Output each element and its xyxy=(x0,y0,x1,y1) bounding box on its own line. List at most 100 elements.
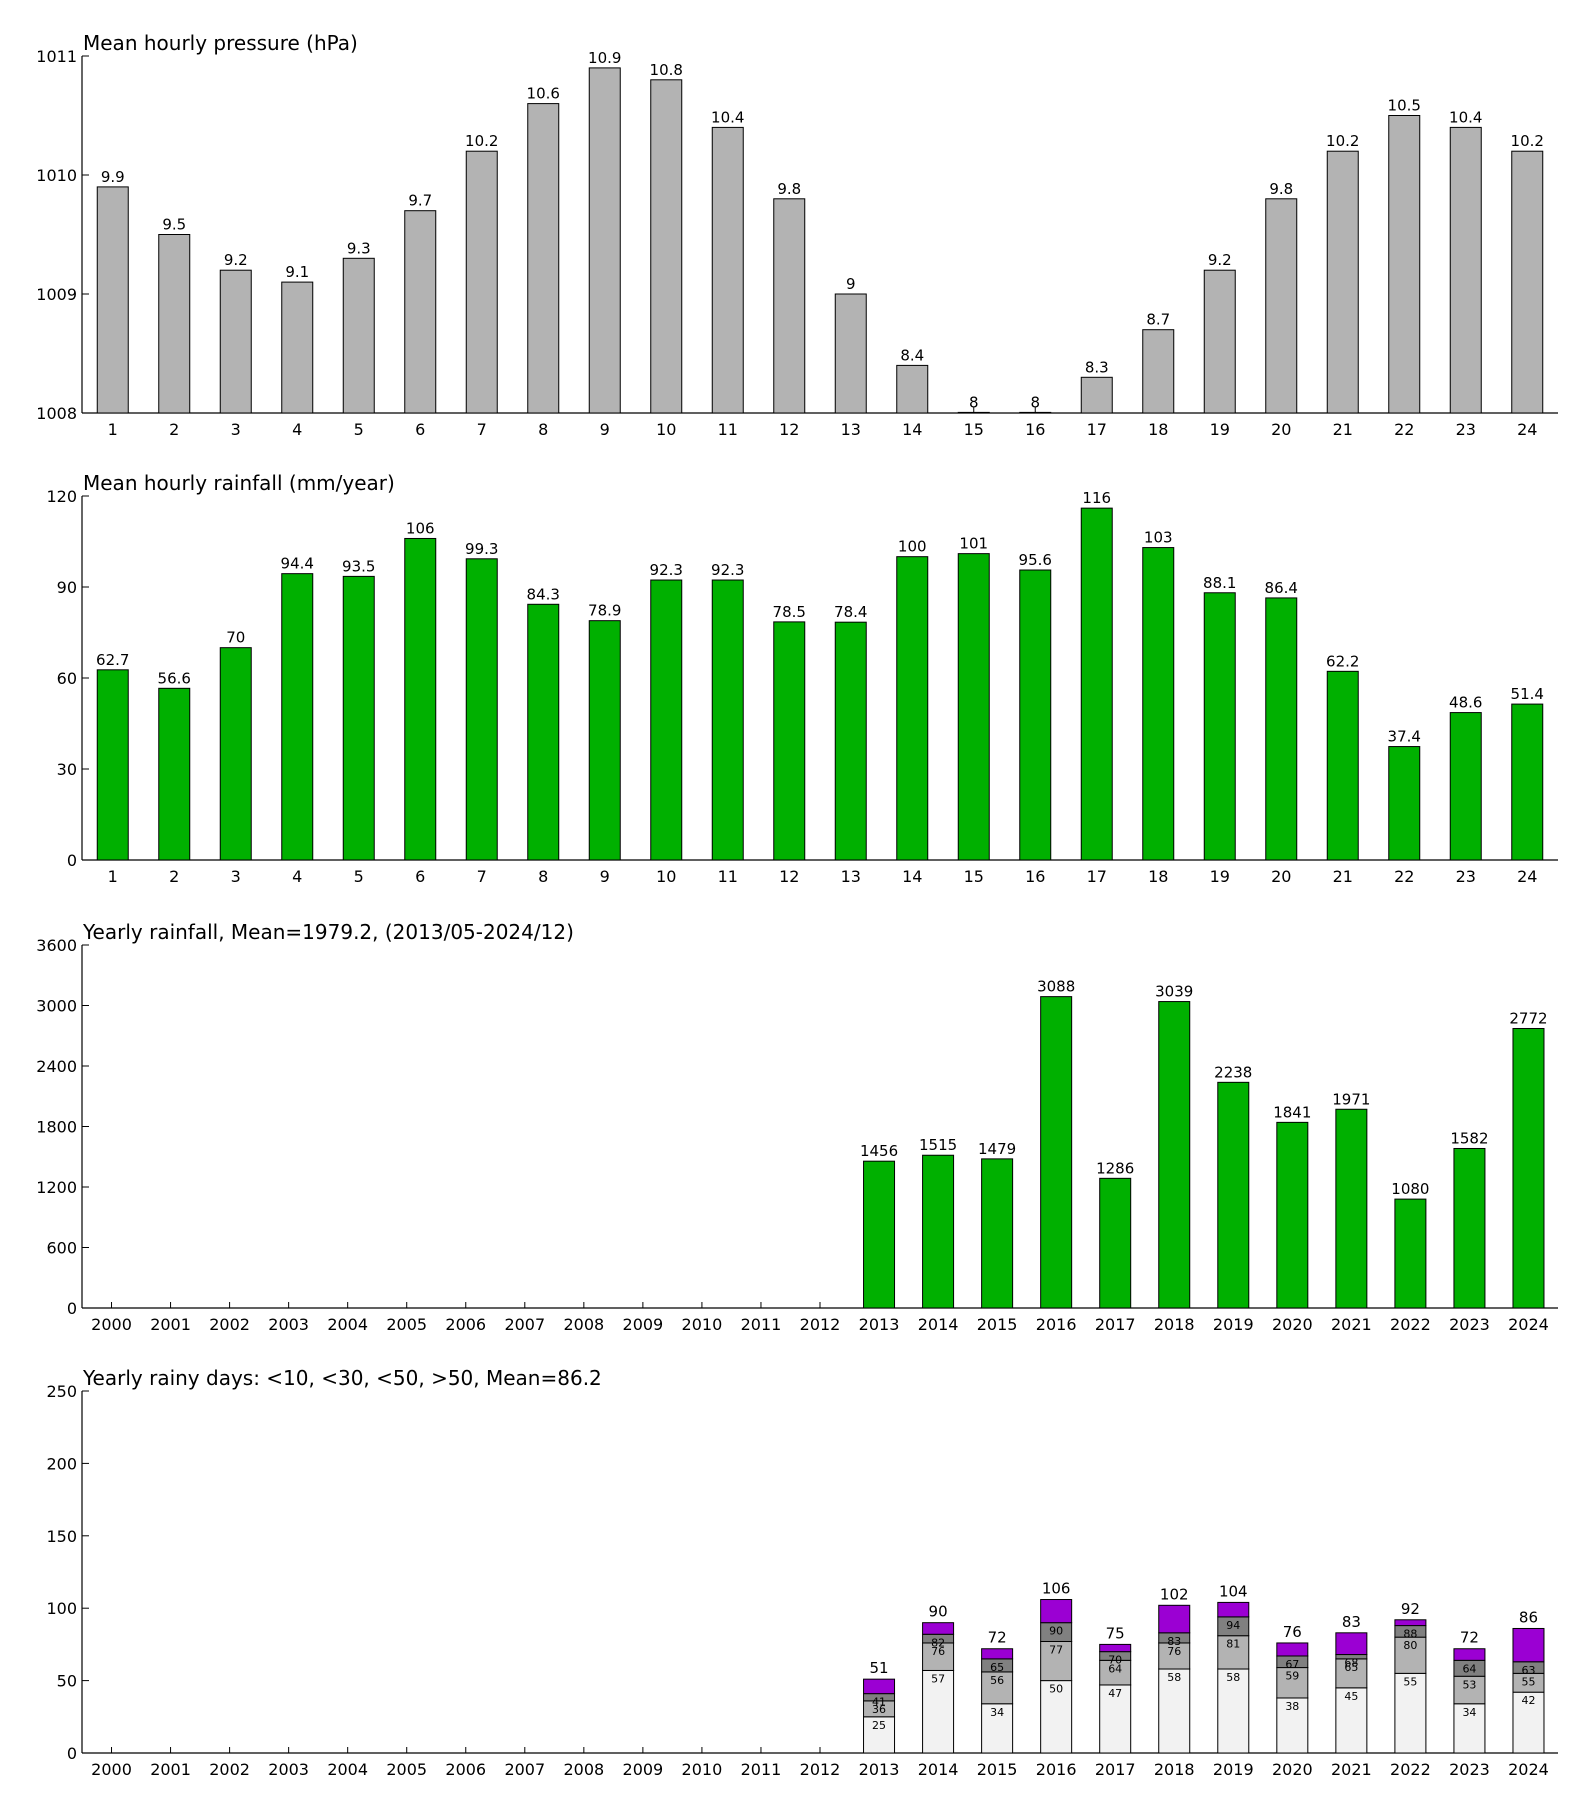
x-tick-label: 22 xyxy=(1394,420,1414,439)
bar xyxy=(1019,411,1052,414)
x-tick-label: 2022 xyxy=(1390,1760,1431,1779)
y-tick-label: 1800 xyxy=(36,1118,77,1137)
bar xyxy=(1335,1108,1368,1309)
x-tick-label: 7 xyxy=(477,867,487,886)
bar-value-label: 1456 xyxy=(860,1142,898,1160)
segment-value-label: 70 xyxy=(1108,1654,1122,1667)
y-tick-label: 150 xyxy=(46,1527,77,1546)
segment-value-label: 94 xyxy=(1226,1619,1240,1632)
bar-value-label: 10.2 xyxy=(465,132,498,150)
x-tick-label: 2007 xyxy=(504,1315,545,1334)
segment-value-label: 88 xyxy=(1403,1628,1417,1641)
x-tick-label: 15 xyxy=(964,867,984,886)
segment-value-label: 38 xyxy=(1285,1700,1299,1713)
bar-segment xyxy=(1217,1601,1250,1618)
segment-value-label: 55 xyxy=(1403,1675,1417,1688)
x-tick-label: 2002 xyxy=(209,1760,250,1779)
bar-value-label: 78.9 xyxy=(588,602,621,620)
bar xyxy=(1388,115,1421,414)
bar xyxy=(1080,507,1113,861)
y-tick-label: 30 xyxy=(57,760,77,779)
bar-value-label: 9.7 xyxy=(408,192,432,210)
bar-value-label: 8 xyxy=(1030,393,1040,411)
bar xyxy=(773,621,806,861)
bar-segment xyxy=(1335,1687,1368,1754)
bar xyxy=(219,269,252,414)
x-tick-label: 5 xyxy=(354,867,364,886)
segment-value-label: 77 xyxy=(1049,1644,1063,1657)
bar-value-label: 94.4 xyxy=(281,555,314,573)
x-tick-label: 2024 xyxy=(1508,1315,1549,1334)
x-tick-label: 2021 xyxy=(1331,1760,1372,1779)
bar-value-label: 10.8 xyxy=(650,61,683,79)
bar-total-label: 75 xyxy=(1106,1624,1125,1642)
bar xyxy=(711,126,744,414)
bar xyxy=(1099,1177,1132,1309)
bar-value-label: 8.3 xyxy=(1085,358,1109,376)
bar xyxy=(465,150,498,414)
bar-segment xyxy=(1394,1636,1427,1674)
x-tick-label: 2010 xyxy=(682,1760,723,1779)
bar-segment xyxy=(1276,1642,1309,1657)
bar-total-label: 104 xyxy=(1219,1582,1248,1600)
bar-value-label: 92.3 xyxy=(711,561,744,579)
x-tick-label: 2002 xyxy=(209,1315,250,1334)
x-tick-label: 2 xyxy=(169,867,179,886)
bar-value-label: 100 xyxy=(898,538,927,556)
bar-value-label: 84.3 xyxy=(527,585,560,603)
y-tick-label: 3600 xyxy=(36,936,77,955)
segment-value-label: 68 xyxy=(1344,1657,1358,1670)
bar xyxy=(281,573,314,861)
bar-value-label: 48.6 xyxy=(1449,694,1482,712)
bar xyxy=(1449,126,1482,414)
x-tick-label: 2009 xyxy=(623,1760,664,1779)
segment-value-label: 47 xyxy=(1108,1687,1122,1700)
y-tick-label: 90 xyxy=(57,578,77,597)
bar-value-label: 9.5 xyxy=(162,216,186,234)
segment-value-label: 65 xyxy=(1344,1661,1358,1674)
x-tick-label: 2006 xyxy=(445,1760,486,1779)
segment-value-label: 67 xyxy=(1285,1658,1299,1671)
y-tick-label: 120 xyxy=(46,487,77,506)
bar xyxy=(1142,547,1175,861)
bar xyxy=(1019,569,1052,861)
y-tick-label: 1010 xyxy=(36,166,77,185)
bar xyxy=(1326,670,1359,861)
bar xyxy=(650,579,683,861)
segment-value-label: 36 xyxy=(872,1703,886,1716)
chart-title: Mean hourly pressure (hPa) xyxy=(83,31,358,55)
bar xyxy=(981,1158,1014,1309)
y-tick-label: 0 xyxy=(67,1299,77,1318)
x-tick-label: 2021 xyxy=(1331,1315,1372,1334)
x-tick-label: 2014 xyxy=(918,1760,959,1779)
y-tick-label: 100 xyxy=(46,1599,77,1618)
x-tick-label: 2016 xyxy=(1036,1760,1077,1779)
x-tick-label: 2017 xyxy=(1095,1760,1136,1779)
bar-value-label: 1479 xyxy=(978,1140,1016,1158)
bar-segment xyxy=(1158,1604,1191,1634)
bar xyxy=(1217,1081,1250,1309)
x-tick-label: 24 xyxy=(1517,867,1537,886)
y-tick-label: 1011 xyxy=(36,47,77,66)
bar-total-label: 83 xyxy=(1342,1613,1361,1631)
bar xyxy=(1265,597,1298,861)
x-tick-label: 2014 xyxy=(918,1315,959,1334)
y-tick-label: 60 xyxy=(57,669,77,688)
x-tick-label: 18 xyxy=(1148,420,1168,439)
segment-value-label: 59 xyxy=(1285,1670,1299,1683)
bar-total-label: 72 xyxy=(988,1629,1007,1647)
bar-value-label: 95.6 xyxy=(1019,551,1052,569)
x-tick-label: 1 xyxy=(108,420,118,439)
y-tick-label: 1009 xyxy=(36,285,77,304)
bar xyxy=(711,579,744,861)
bar-value-label: 10.5 xyxy=(1388,97,1421,115)
x-tick-label: 18 xyxy=(1148,867,1168,886)
x-tick-label: 2018 xyxy=(1154,1760,1195,1779)
segment-value-label: 80 xyxy=(1403,1639,1417,1652)
x-tick-label: 6 xyxy=(415,867,425,886)
bar xyxy=(1394,1198,1427,1309)
bar-value-label: 93.5 xyxy=(342,557,375,575)
x-tick-label: 2010 xyxy=(682,1315,723,1334)
bar xyxy=(158,687,191,861)
bar-value-label: 116 xyxy=(1082,489,1111,507)
